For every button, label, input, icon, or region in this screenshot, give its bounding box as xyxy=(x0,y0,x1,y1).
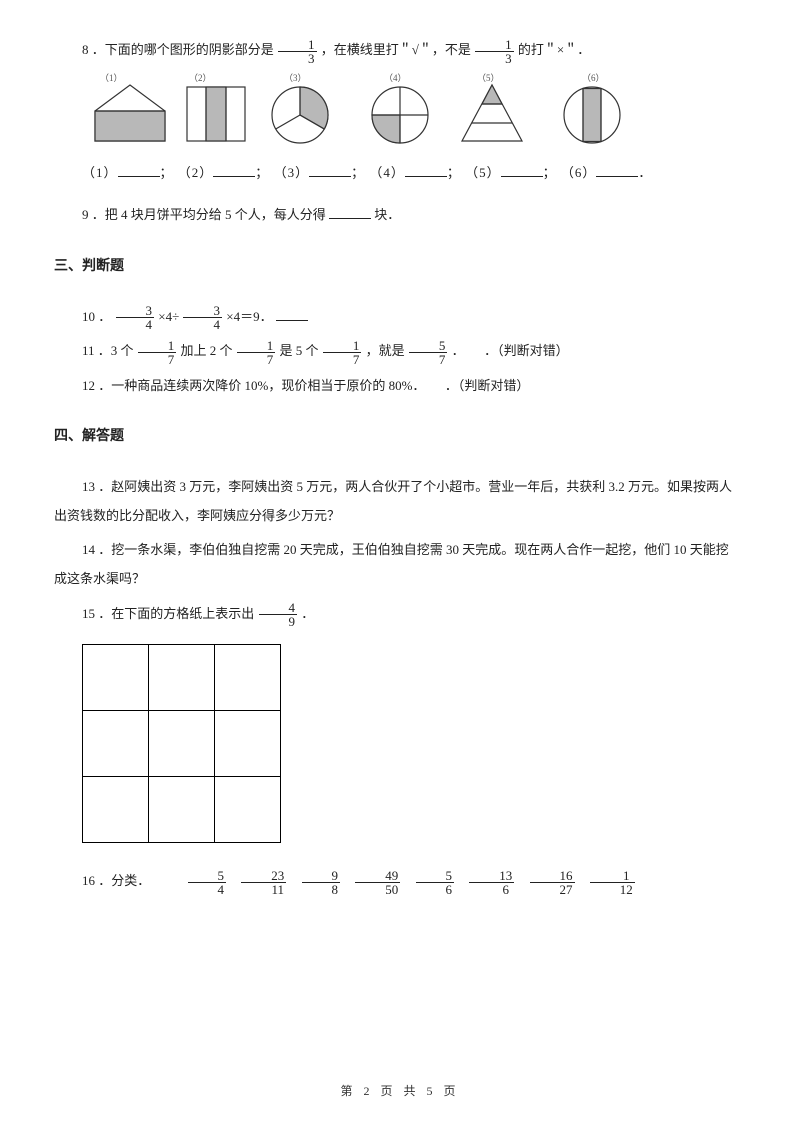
section-4-heading: 四、解答题 xyxy=(54,422,732,453)
shape-label-1: （1） xyxy=(100,73,123,83)
q16-fraction-list: 54 2311 98 4950 56 136 1627 112 xyxy=(182,873,641,888)
q8-blank-5[interactable] xyxy=(501,161,543,176)
q10-frac-1: 34 xyxy=(116,304,155,331)
q8-blank-1[interactable] xyxy=(118,161,160,176)
question-13: 13 ．赵阿姨出资 3 万元，李阿姨出资 5 万元，两人合伙开了个小超市。营业一… xyxy=(54,473,732,530)
question-8: 8 ．下面的哪个图形的阴影部分是 13 ，在横线里打＂√＂，不是 13 的打＂×… xyxy=(54,36,732,65)
question-12: 12 ．一种商品连续两次降价 10%，现价相当于原价的 80%． ．（判断对错） xyxy=(54,372,732,401)
q8-a4: （4） xyxy=(369,159,405,188)
shape-label-6: （6） xyxy=(582,73,605,83)
q15-frac: 49 xyxy=(259,601,298,628)
question-11: 11 ．3 个 17 加上 2 个 17 是 5 个 17 ，就是 57 ． ．… xyxy=(54,337,732,366)
q8-a3: （3） xyxy=(274,159,310,188)
q8-blank-6[interactable] xyxy=(596,161,638,176)
q8-blank-3[interactable] xyxy=(309,161,351,176)
question-9: 9 ．把 4 块月饼平均分给 5 个人，每人分得 块． xyxy=(54,201,732,230)
question-10: 10 ． 34 ×4÷ 34 ×4＝9． xyxy=(54,303,732,332)
q8-a6: （6） xyxy=(561,159,597,188)
q8-frac-1: 13 xyxy=(278,38,317,65)
q8-answer-row: （1）； （2）； （3）； （4）； （5）； （6）． xyxy=(82,159,732,188)
question-14: 14 ．挖一条水渠，李伯伯独自挖需 20 天完成，王伯伯独自挖需 30 天完成。… xyxy=(54,536,732,593)
q8-post: 的打＂×＂． xyxy=(518,42,590,57)
q8-a5: （5） xyxy=(465,159,501,188)
q8-blank-2[interactable] xyxy=(213,161,255,176)
q8-mid: ，在横线里打＂√＂，不是 xyxy=(321,42,471,57)
shape-6 xyxy=(564,87,620,143)
shape-5 xyxy=(462,85,522,141)
question-16: 16 ．分类． 54 2311 98 4950 56 136 1627 112 xyxy=(54,867,732,896)
q8-a1: （1） xyxy=(82,159,118,188)
q9-post: 块． xyxy=(374,207,400,222)
q8-frac-2: 13 xyxy=(475,38,514,65)
q8-shapes: （1） （2） （3） （4） （5） （6） xyxy=(82,71,732,151)
q10-blank[interactable] xyxy=(276,305,308,320)
shape-3 xyxy=(272,87,328,143)
section-3-heading: 三、判断题 xyxy=(54,252,732,283)
shape-label-5: （5） xyxy=(477,73,500,83)
shape-label-2: （2） xyxy=(189,73,212,83)
q8-pre: 8 ．下面的哪个图形的阴影部分是 xyxy=(82,42,274,57)
shape-label-3: （3） xyxy=(284,73,307,83)
q10-frac-2: 34 xyxy=(183,304,222,331)
page-footer: 第 2 页 共 5 页 xyxy=(0,1078,800,1104)
shape-1 xyxy=(95,85,165,141)
q9-blank[interactable] xyxy=(329,204,371,219)
shape-2 xyxy=(187,87,245,141)
shape-4 xyxy=(372,87,428,143)
question-15: 15 ．在下面的方格纸上表示出 49 ． xyxy=(54,600,732,629)
q8-a2: （2） xyxy=(178,159,214,188)
q8-blank-4[interactable] xyxy=(405,161,447,176)
shape-label-4: （4） xyxy=(384,73,407,83)
q9-pre: 9 ．把 4 块月饼平均分给 5 个人，每人分得 xyxy=(82,207,326,222)
q15-grid xyxy=(82,644,732,843)
